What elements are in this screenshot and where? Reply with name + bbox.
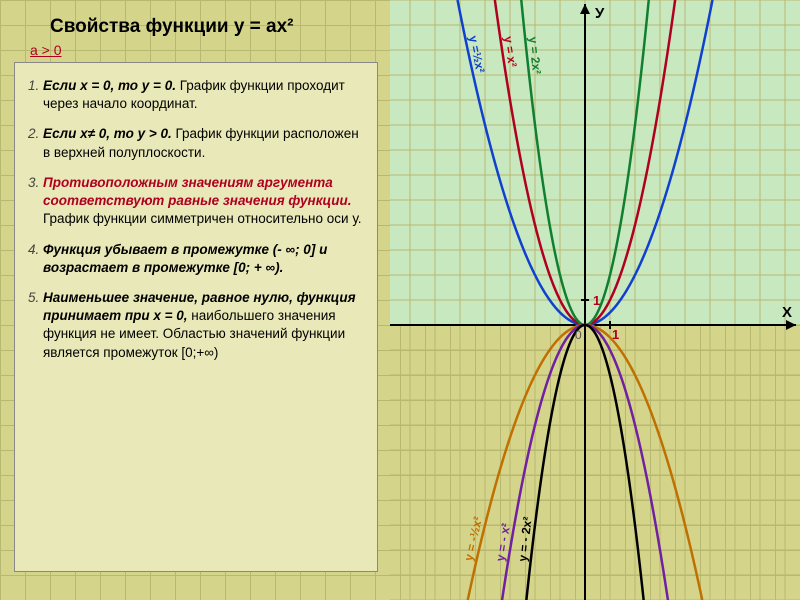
x-axis-label: Х bbox=[782, 304, 792, 321]
list-item: Если х = 0, то у = 0. График функции про… bbox=[43, 77, 367, 113]
parabola-chart: у =½х²у = х²у = 2х²у = -½х²у = - х²у = -… bbox=[390, 0, 800, 600]
upper-halfplane bbox=[390, 0, 800, 325]
y-axis-label: У bbox=[595, 5, 605, 22]
prop-rest: График функции симметричен относительно … bbox=[43, 211, 361, 226]
origin-label: 0 bbox=[575, 328, 582, 342]
x-tick-1: 1 bbox=[612, 327, 619, 342]
list-item: Противоположным значениям аргумента соот… bbox=[43, 174, 367, 229]
properties-list: Если х = 0, то у = 0. График функции про… bbox=[43, 77, 367, 362]
y-tick-1: 1 bbox=[593, 293, 600, 308]
list-item: Функция убывает в промежутке (- ∞; 0] и … bbox=[43, 241, 367, 277]
prop-bold: Если х = 0, то у = 0. bbox=[43, 78, 176, 93]
prop-bold: Функция убывает в промежутке (- ∞; 0] и … bbox=[43, 242, 327, 275]
prop-bold: Если х≠ 0, то у > 0. bbox=[43, 126, 172, 141]
condition-text: а > 0 bbox=[30, 42, 62, 58]
list-item: Наименьшее значение, равное нулю, функци… bbox=[43, 289, 367, 362]
list-item: Если х≠ 0, то у > 0. График функции расп… bbox=[43, 125, 367, 161]
prop-bold: Противоположным значениям аргумента соот… bbox=[43, 175, 352, 208]
properties-box: Если х = 0, то у = 0. График функции про… bbox=[14, 62, 378, 572]
page-title: Свойства функции у = ах² bbox=[50, 16, 294, 38]
